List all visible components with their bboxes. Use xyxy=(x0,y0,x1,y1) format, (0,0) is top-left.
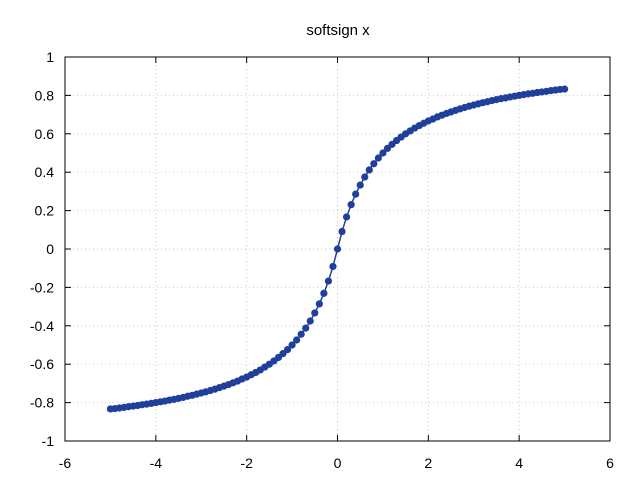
y-tick-label: -0.8 xyxy=(30,395,54,411)
y-tick-label: 1 xyxy=(46,49,54,65)
data-point xyxy=(297,330,305,338)
y-tick-label: -0.2 xyxy=(30,279,54,295)
data-point xyxy=(302,324,310,332)
x-tick-labels: -6 -4 -2 0 2 4 6 xyxy=(59,455,614,471)
x-tick-label: 2 xyxy=(424,455,432,471)
x-tick-label: 6 xyxy=(606,455,614,471)
data-point xyxy=(333,245,342,253)
data-point xyxy=(356,181,364,189)
y-tick-label: -1 xyxy=(42,433,55,449)
x-tick-label: 0 xyxy=(334,455,342,471)
y-tick-label: 0.2 xyxy=(35,203,55,219)
data-point xyxy=(342,213,351,221)
chart-title: softsign x xyxy=(306,22,370,39)
data-point xyxy=(324,277,333,285)
y-tick-label: 0 xyxy=(46,241,54,257)
data-point xyxy=(306,317,314,325)
data-point xyxy=(370,160,378,168)
data-point xyxy=(311,309,319,317)
axis-ticks xyxy=(64,56,611,442)
x-tick-label: 4 xyxy=(515,455,523,471)
data-point xyxy=(293,336,301,344)
data-point xyxy=(338,227,346,236)
data-point xyxy=(560,85,569,93)
data-point xyxy=(374,154,382,162)
y-tick-label: 0.4 xyxy=(35,164,55,180)
data-point xyxy=(352,190,360,198)
data-point xyxy=(320,289,328,297)
y-tick-label: 0.8 xyxy=(35,87,55,103)
x-tick-label: -6 xyxy=(59,455,72,471)
data-series xyxy=(106,85,569,413)
y-tick-label: 0.6 xyxy=(35,126,55,142)
x-tick-label: -2 xyxy=(240,455,253,471)
data-point xyxy=(283,346,292,354)
data-point xyxy=(315,300,323,308)
data-point xyxy=(288,341,296,349)
y-tick-label: -0.4 xyxy=(30,318,54,334)
y-tick-label: -0.6 xyxy=(30,356,54,372)
data-point xyxy=(379,149,387,157)
data-point xyxy=(365,166,373,174)
x-tick-label: -4 xyxy=(150,455,163,471)
data-point xyxy=(347,201,355,209)
data-point xyxy=(329,262,337,271)
y-tick-labels: -1 -0.8 -0.6 -0.4 -0.2 0 0.2 0.4 0.6 0.8 1 xyxy=(30,49,54,449)
data-point xyxy=(361,173,369,181)
